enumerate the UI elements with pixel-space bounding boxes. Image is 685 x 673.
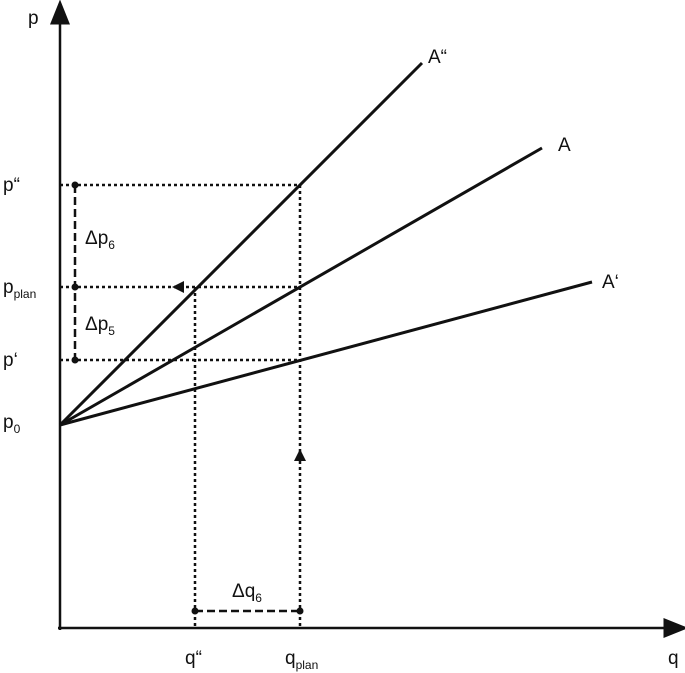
label-part: Δp <box>85 314 108 335</box>
label-part: p‘ <box>3 350 18 371</box>
delta-label: Δq6 <box>232 581 262 605</box>
y-label: pplan <box>3 277 36 301</box>
label-part: plan <box>296 658 319 672</box>
y-axis-label: p <box>28 8 39 29</box>
y-label: p0 <box>3 412 21 436</box>
axes <box>50 0 685 638</box>
label-part: p <box>3 412 14 433</box>
line-label: A‘ <box>602 272 619 293</box>
line-label: A“ <box>428 47 447 68</box>
label-part: p <box>3 277 14 298</box>
delta-label: Δp5 <box>85 314 115 338</box>
delta-label: Δp6 <box>85 228 115 252</box>
label-part: 5 <box>108 324 115 338</box>
label-part: 0 <box>14 422 21 436</box>
label-part: Δp <box>85 228 108 249</box>
label-part: q <box>285 648 296 669</box>
arrows <box>172 281 306 461</box>
label-part: 6 <box>108 238 115 252</box>
guide-lines <box>60 183 302 628</box>
x-label: q“ <box>185 648 202 669</box>
label-part: 6 <box>255 591 262 605</box>
supply-lines <box>58 61 593 427</box>
label-part: p“ <box>3 175 20 196</box>
x-label: qplan <box>285 648 318 672</box>
label-part: Δq <box>232 581 255 602</box>
x-axis-label: q <box>668 648 679 669</box>
y-label: p“ <box>3 175 20 196</box>
label-part: plan <box>14 287 37 301</box>
points <box>71 181 304 615</box>
label-part: q“ <box>185 648 202 669</box>
line-label: A <box>558 135 571 156</box>
delta-brackets <box>73 185 300 613</box>
y-label: p‘ <box>3 350 18 371</box>
